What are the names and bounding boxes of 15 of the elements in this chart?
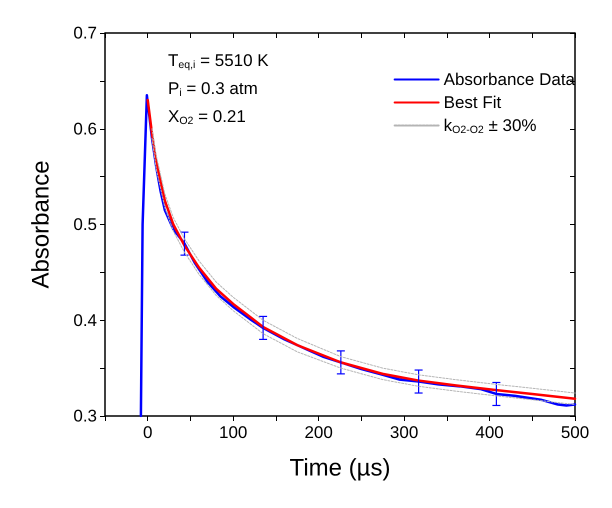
- y-tick-label: 0.7: [73, 24, 97, 42]
- y-axis-title: Absorbance: [28, 160, 54, 289]
- x-tick-label: 500: [560, 423, 590, 442]
- legend-label: Best Fit: [444, 93, 502, 112]
- x-tick-label: 100: [218, 423, 248, 442]
- y-tick-label: 0.4: [73, 310, 97, 330]
- x-tick-label: 0: [142, 423, 152, 442]
- x-axis-title: Time (µs): [290, 454, 390, 482]
- x-tick-label: 300: [390, 423, 418, 442]
- x-tick-label: 400: [475, 423, 504, 442]
- y-tick-label: 0.6: [73, 119, 97, 138]
- y-tick-label: 0.5: [73, 215, 97, 234]
- legend-label: Absorbance Data: [444, 70, 576, 89]
- y-tick-label: 0.3: [73, 406, 97, 426]
- x-tick-label: 200: [304, 423, 333, 442]
